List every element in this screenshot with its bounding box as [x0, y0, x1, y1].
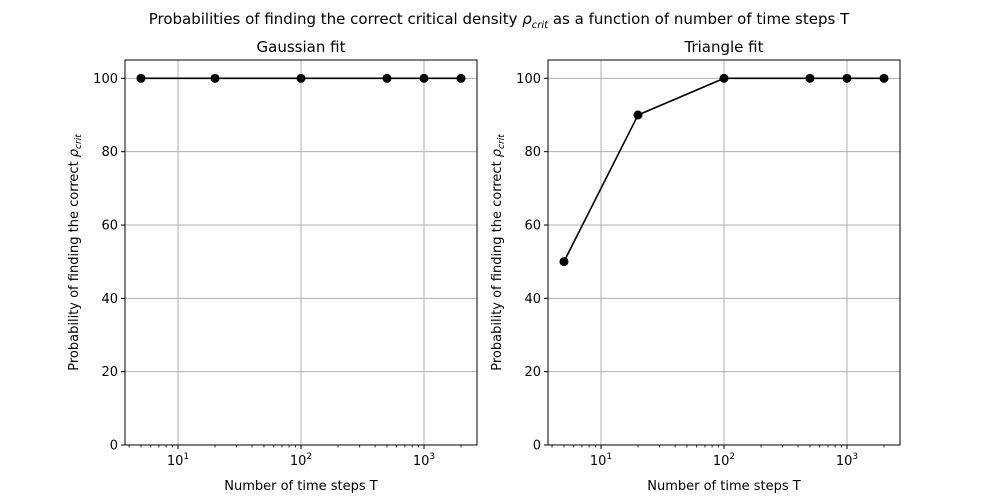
triangle-data-point [633, 110, 643, 120]
gaussian-ylabel: Probability of finding the correct ρcrit [67, 134, 84, 371]
gaussian-xlabel: Number of time steps T [224, 479, 378, 494]
gaussian-xtick-label: 101 [167, 452, 189, 469]
figure-suptitle: Probabilities of finding the correct cri… [149, 10, 850, 31]
gaussian-ytick-label: 100 [93, 72, 118, 87]
gaussian-ytick-label: 40 [101, 292, 118, 307]
gaussian-ylabel-sub: crit [74, 134, 84, 149]
gaussian-ylabel-main: Probability of finding the correct [67, 157, 82, 371]
gaussian-ticks: 0 20 40 60 80 100 101 102 103 [93, 72, 462, 469]
gaussian-ytick-label: 60 [101, 219, 118, 234]
gaussian-xtick-label: 102 [290, 452, 312, 469]
triangle-xtick-label: 103 [836, 452, 858, 469]
suptitle-tail-text: as a function of number of time steps T [548, 10, 850, 28]
triangle-series [559, 73, 889, 267]
gaussian-ytick-label: 0 [110, 439, 118, 454]
triangle-data-point [805, 73, 815, 83]
gaussian-series [136, 73, 466, 83]
triangle-data-point [559, 257, 569, 267]
triangle-fit-panel: 0 20 40 60 80 100 101 102 103 Triangle fit Numbe… [490, 38, 901, 494]
gaussian-data-point [382, 73, 392, 83]
gaussian-data-point [136, 73, 146, 83]
triangle-ylabel-main: Probability of finding the correct [490, 157, 505, 371]
triangle-series-line [563, 77, 885, 263]
triangle-ytick-label: 80 [524, 145, 541, 160]
gaussian-ytick-label: 80 [101, 145, 118, 160]
gaussian-data-point [419, 73, 429, 83]
triangle-xlabel: Number of time steps T [647, 479, 801, 494]
triangle-data-point [842, 73, 852, 83]
gaussian-xtick-label: 103 [413, 452, 435, 469]
gaussian-data-point [210, 73, 220, 83]
triangle-grid [548, 60, 900, 446]
suptitle-subscript: crit [532, 20, 549, 31]
gaussian-ytick-label: 20 [101, 365, 118, 380]
triangle-ytick-label: 40 [524, 292, 541, 307]
triangle-xtick-label: 102 [713, 452, 735, 469]
triangle-ytick-label: 20 [524, 365, 541, 380]
gaussian-data-point [296, 73, 306, 83]
gaussian-ylabel-rho: ρ [67, 148, 82, 157]
triangle-data-point [879, 73, 889, 83]
triangle-ytick-label: 0 [533, 439, 541, 454]
triangle-title: Triangle fit [683, 38, 763, 56]
triangle-ytick-label: 100 [516, 72, 541, 87]
gaussian-grid [125, 60, 477, 446]
triangle-xtick-label: 101 [590, 452, 612, 469]
gaussian-fit-panel: 0 20 40 60 80 100 101 102 103 Gaussian fit Numbe… [67, 38, 478, 494]
triangle-ylabel-rho: ρ [490, 148, 505, 157]
triangle-ytick-label: 60 [524, 219, 541, 234]
suptitle-main-text: Probabilities of finding the correct cri… [149, 10, 523, 28]
triangle-ticks: 0 20 40 60 80 100 101 102 103 [516, 72, 885, 469]
gaussian-title: Gaussian fit [257, 38, 346, 56]
triangle-ylabel-sub: crit [497, 134, 507, 149]
triangle-ylabel: Probability of finding the correct ρcrit [490, 134, 507, 371]
triangle-data-point [719, 73, 729, 83]
suptitle-rho-symbol: ρ [522, 10, 532, 28]
gaussian-data-point [456, 73, 466, 83]
